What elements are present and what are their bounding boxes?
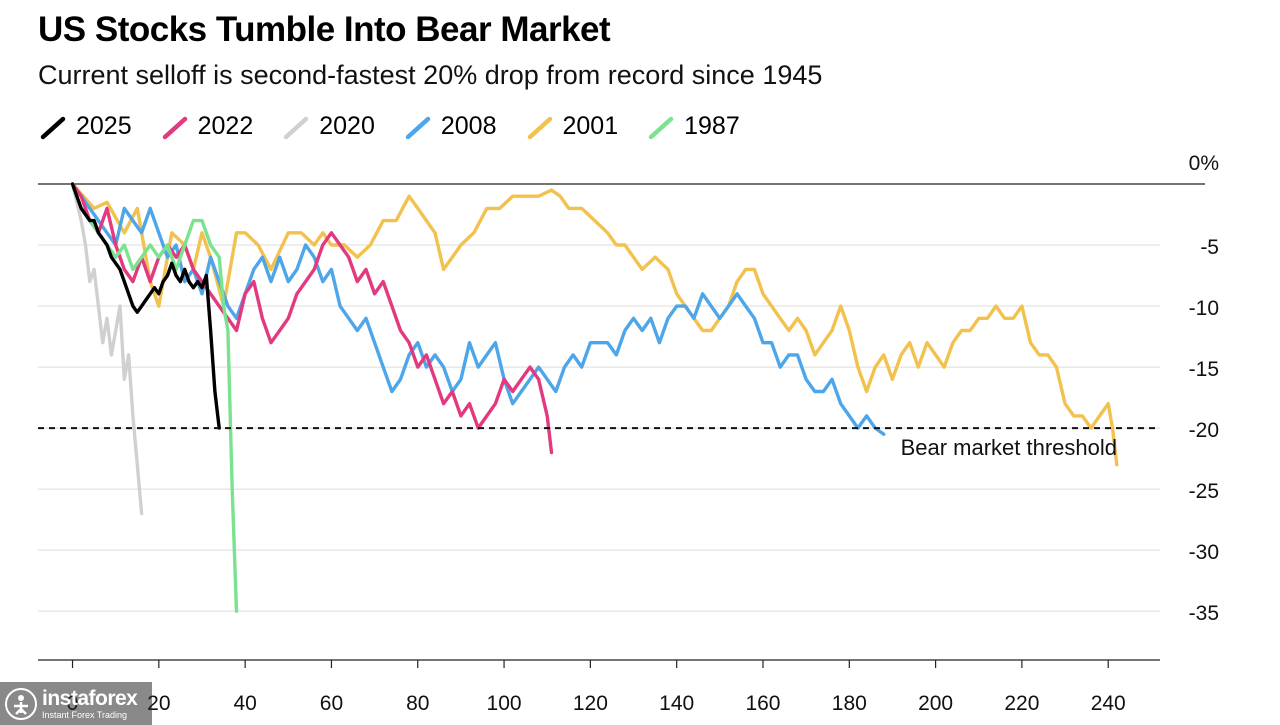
- y-tick-label: -5: [1200, 236, 1219, 259]
- x-tick-label: 40: [233, 692, 256, 715]
- y-tick-label: -35: [1189, 602, 1219, 625]
- x-tick-label: 160: [745, 692, 780, 715]
- y-tick-label: -25: [1189, 480, 1219, 503]
- legend-item-2001: 2001: [527, 112, 619, 141]
- series-line-2008: [70, 182, 886, 436]
- x-tick-label: 60: [320, 692, 343, 715]
- watermark-tagline: Instant Forex Trading: [42, 709, 128, 720]
- legend-item-2020: 2020: [283, 112, 375, 141]
- series-line-1987: [70, 182, 239, 613]
- legend-item-2025: 2025: [40, 112, 132, 141]
- legend-swatch-icon: [527, 116, 552, 139]
- y-tick-label: -10: [1189, 297, 1219, 320]
- bear-market-threshold-label: Bear market threshold: [901, 435, 1117, 460]
- legend-label: 2025: [76, 112, 132, 140]
- x-tick-label: 120: [573, 692, 608, 715]
- instaforex-logo-icon: [5, 687, 37, 720]
- x-tick-label: 80: [406, 692, 429, 715]
- series-line-2022: [70, 182, 554, 455]
- chart-legend: 2025 2022 2020 2008 2001 1987: [40, 112, 770, 141]
- chart-title: US Stocks Tumble Into Bear Market: [38, 10, 611, 49]
- x-tick-label: 220: [1004, 692, 1039, 715]
- legend-swatch-icon: [162, 116, 187, 139]
- watermark-brand: instaforex: [42, 686, 138, 710]
- legend-item-2008: 2008: [405, 112, 497, 141]
- x-tick-label: 20: [147, 692, 170, 715]
- legend-label: 1987: [684, 112, 740, 140]
- y-tick-label: 0%: [1189, 152, 1219, 175]
- legend-swatch-icon: [284, 116, 309, 139]
- instaforex-watermark: instaforex Instant Forex Trading: [0, 682, 152, 725]
- x-tick-label: 140: [659, 692, 694, 715]
- y-tick-label: -15: [1189, 358, 1219, 381]
- series-line-2020: [70, 182, 144, 516]
- legend-swatch-icon: [405, 116, 431, 139]
- y-tick-label: -30: [1189, 541, 1219, 564]
- chart-subtitle: Current selloff is second-fastest 20% dr…: [38, 60, 823, 90]
- legend-label: 2008: [440, 112, 497, 140]
- series-line-2001: [70, 182, 1119, 467]
- x-tick-label: 240: [1091, 692, 1126, 715]
- legend-swatch-icon: [648, 116, 674, 139]
- legend-label: 2001: [562, 112, 619, 140]
- y-tick-label: -20: [1189, 419, 1219, 442]
- legend-label: 2022: [197, 112, 254, 140]
- legend-swatch-icon: [40, 116, 66, 139]
- legend-item-2022: 2022: [162, 112, 254, 141]
- legend-item-1987: 1987: [648, 112, 740, 141]
- x-tick-label: 100: [487, 692, 522, 715]
- x-tick-label: 200: [918, 692, 953, 715]
- x-tick-label: 180: [832, 692, 867, 715]
- series-line-2025: [70, 182, 221, 430]
- legend-label: 2020: [319, 112, 375, 140]
